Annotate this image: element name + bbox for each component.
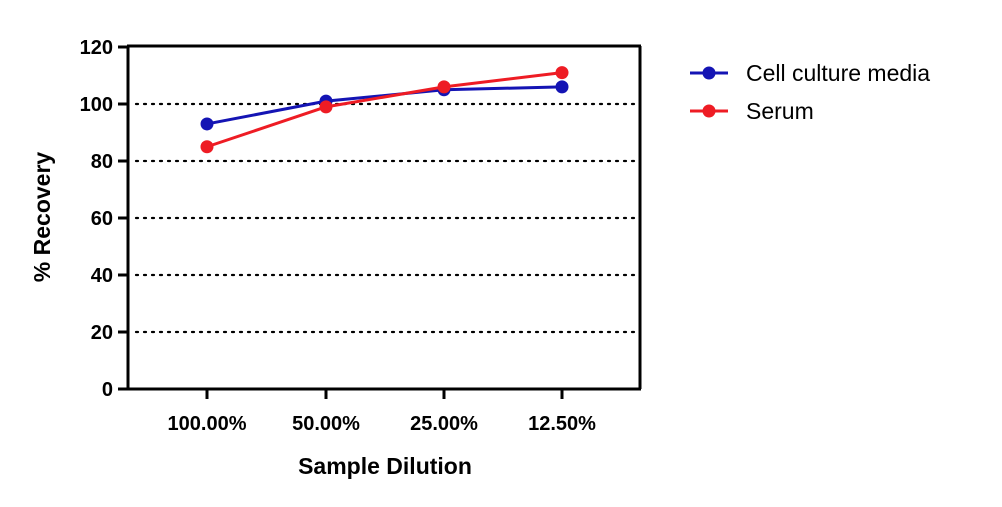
x-axis-title: Sample Dilution [298,453,472,479]
data-point-1-0 [200,140,214,154]
x-tick-label-3: 12.50% [528,413,596,435]
gridlines [134,102,642,334]
x-tick-label-0: 100.00% [168,413,247,435]
legend-label-0: Cell culture media [746,60,930,86]
series-line-0 [206,85,563,126]
y-tick-label-0: 0 [102,379,113,401]
y-tick-label-20: 20 [91,322,113,344]
y-tick-label-40: 40 [91,265,113,287]
x-tick-label-2: 25.00% [410,413,478,435]
legend-item-0: Cell culture media [690,60,930,86]
x-tick-label-1: 50.00% [292,413,360,435]
legend-marker-1 [702,104,716,118]
data-point-1-2 [437,80,451,94]
legend: Cell culture media Serum [690,60,930,124]
y-ticks: 0 20 40 60 80 100 120 [80,37,128,401]
y-tick-label-120: 120 [80,37,113,59]
data-point-1-3 [555,66,569,80]
y-tick-label-100: 100 [80,94,113,116]
y-tick-label-60: 60 [91,208,113,230]
data-point-0-0 [200,117,214,131]
x-ticks: 100.00% 50.00% 25.00% 12.50% [168,389,596,435]
series-line-1 [206,71,563,149]
y-tick-label-80: 80 [91,151,113,173]
legend-marker-0 [702,66,716,80]
legend-label-1: Serum [746,98,814,124]
series-0 [200,80,569,131]
legend-item-1: Serum [690,98,814,124]
data-point-0-3 [555,80,569,94]
series-layer [200,66,569,154]
series-1 [200,66,569,154]
y-axis-title: % Recovery [29,152,55,283]
data-point-1-1 [319,100,333,114]
